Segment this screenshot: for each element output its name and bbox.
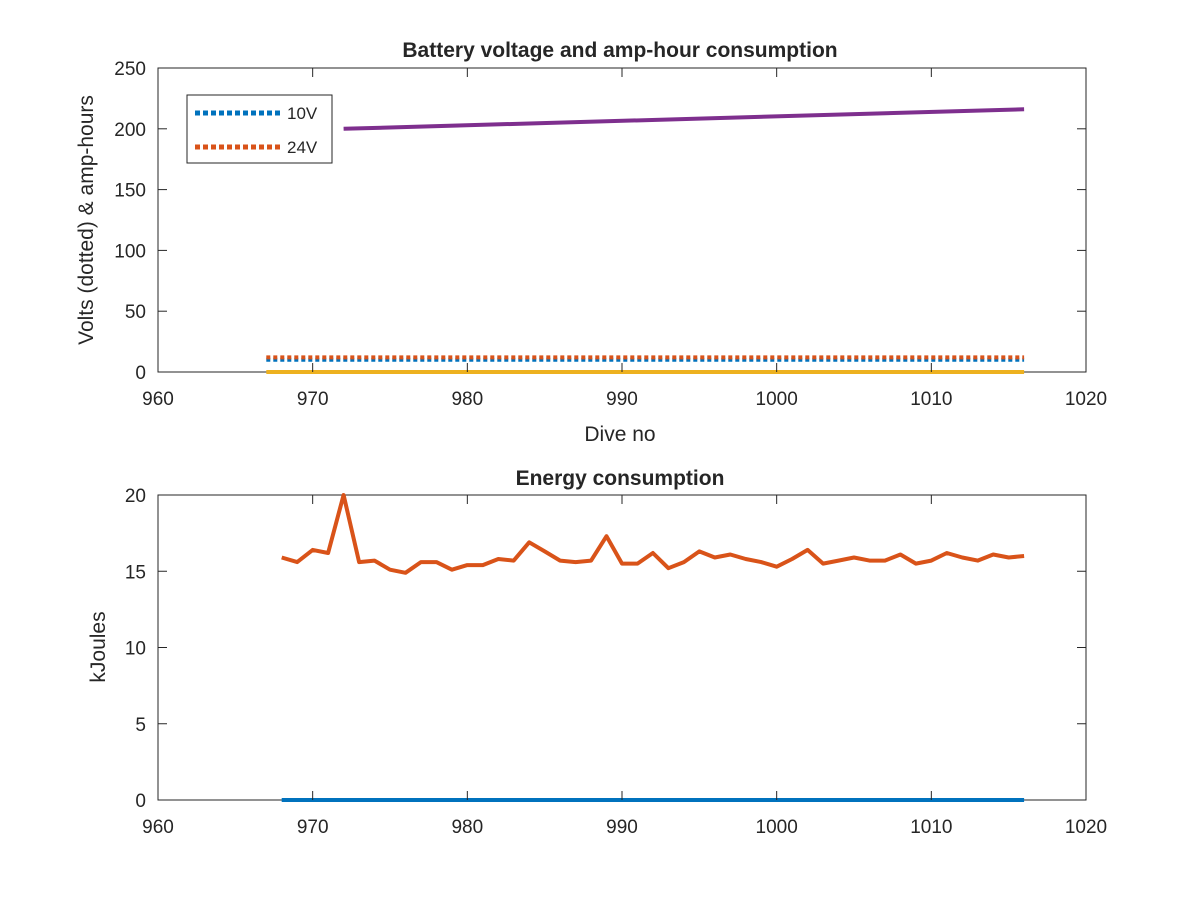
y-tick-label: 20 (125, 486, 146, 507)
x-tick-label: 1010 (910, 817, 952, 838)
x-tick-label: 1000 (756, 389, 798, 410)
series-line-3 (343, 107, 1025, 131)
x-tick-label: 990 (606, 817, 638, 838)
legend-label-10v: 10V (287, 104, 318, 123)
y-tick-label: 0 (135, 363, 146, 384)
battery-voltage-panel: Battery voltage and amp-hour consumption… (75, 39, 1107, 446)
x-tick-label: 1020 (1065, 817, 1107, 838)
x-tick-label: 1020 (1065, 389, 1107, 410)
x-axis-label: Dive no (584, 423, 655, 446)
legend-label-24v: 24V (287, 138, 318, 157)
x-tick-label: 970 (297, 817, 329, 838)
legend: 10V 24V (186, 94, 333, 164)
y-axis-label: Volts (dotted) & amp-hours (75, 95, 98, 345)
tick-layer: 960 970 980 990 1000 1010 1020 0 50 100 150 200 250 (114, 59, 1107, 410)
series-line-1 (281, 493, 1025, 575)
series-layer (266, 107, 1025, 374)
y-tick-label: 200 (114, 120, 146, 141)
series-layer (281, 493, 1025, 802)
x-tick-label: 970 (297, 389, 329, 410)
y-tick-label: 0 (135, 791, 146, 812)
y-tick-label: 50 (125, 302, 146, 323)
y-tick-label: 250 (114, 59, 146, 80)
y-tick-label: 15 (125, 562, 146, 583)
tick-layer: 960 970 980 990 1000 1010 1020 0 5 10 15 20 (125, 486, 1107, 838)
x-tick-label: 1000 (756, 817, 798, 838)
chart-title: Energy consumption (516, 467, 725, 490)
x-tick-label: 960 (142, 817, 174, 838)
x-tick-label: 980 (451, 389, 483, 410)
y-tick-label: 100 (114, 241, 146, 262)
y-tick-label: 10 (125, 639, 146, 660)
x-tick-label: 990 (606, 389, 638, 410)
energy-consumption-panel: Energy consumption 960 970 980 990 1000 1010 1… (87, 467, 1107, 838)
y-tick-label: 150 (114, 181, 146, 202)
plot-area (157, 494, 1087, 801)
y-tick-label: 5 (135, 715, 146, 736)
x-tick-label: 960 (142, 389, 174, 410)
y-axis-label: kJoules (87, 611, 110, 682)
legend-box (186, 94, 333, 164)
x-tick-label: 980 (451, 817, 483, 838)
chart-title: Battery voltage and amp-hour consumption (402, 39, 837, 62)
x-tick-label: 1010 (910, 389, 952, 410)
